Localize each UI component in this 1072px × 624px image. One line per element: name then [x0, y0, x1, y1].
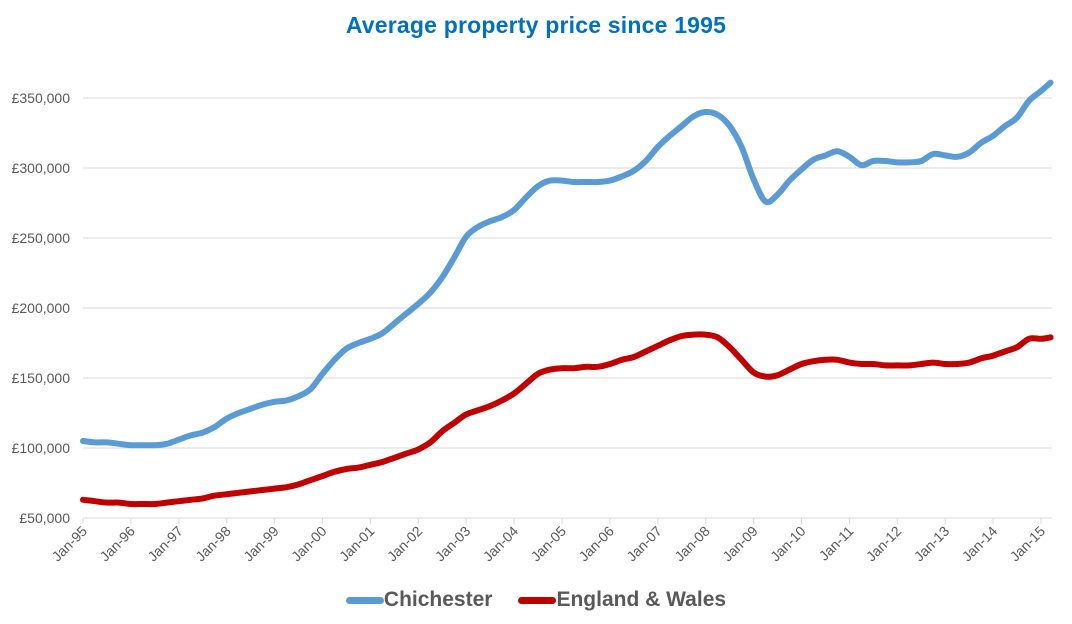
y-tick-label: £50,000	[19, 510, 70, 526]
x-tick-label: Jan-14	[959, 523, 1001, 565]
x-axis: Jan-95 Jan-96 Jan-97 Jan-98 Jan-99 Jan-00 Jan-…	[49, 518, 1049, 565]
series-line-england-wales	[80, 331, 1054, 508]
y-tick-label: £350,000	[12, 90, 71, 106]
x-tick-label: Jan-99	[240, 523, 282, 565]
legend-label-chichester: Chichester	[383, 588, 493, 611]
x-tick-label: Jan-05	[528, 523, 570, 565]
x-tick-label: Jan-03	[432, 523, 474, 565]
legend-swatch-england-wales	[518, 596, 557, 604]
legend: Chichester England & Wales	[0, 588, 1072, 612]
x-tick-label: Jan-95	[49, 523, 91, 565]
x-tick-label: Jan-98	[192, 523, 234, 565]
series-lines	[80, 79, 1054, 508]
y-tick-label: £300,000	[12, 160, 71, 176]
x-tick-label: Jan-07	[623, 523, 665, 565]
legend-item-england-wales[interactable]: England & Wales	[518, 588, 726, 612]
x-tick-label: Jan-01	[336, 523, 378, 565]
y-axis-ticks: £50,000 £100,000 £150,000 £200,000 £250,000 £…	[12, 90, 71, 526]
x-tick-label: Jan-08	[671, 523, 713, 565]
x-tick-label: Jan-04	[480, 523, 522, 565]
x-tick-label: Jan-12	[863, 523, 905, 565]
x-tick-label: Jan-15	[1007, 523, 1049, 565]
x-tick-label: Jan-09	[719, 523, 761, 565]
y-tick-label: £100,000	[12, 440, 71, 456]
y-tick-label: £200,000	[12, 300, 71, 316]
gridlines	[83, 97, 1052, 519]
x-tick-label: Jan-06	[575, 523, 617, 565]
x-tick-label: Jan-11	[816, 523, 857, 564]
x-tick-label: Jan-97	[144, 523, 186, 565]
legend-label-england-wales: England & Wales	[556, 588, 727, 611]
chart-title: Average property price since 1995	[345, 12, 727, 38]
legend-item-chichester[interactable]: Chichester	[345, 588, 493, 612]
x-tick-label: Jan-10	[767, 523, 809, 565]
x-tick-label: Jan-96	[96, 523, 138, 565]
x-tick-label: Jan-00	[288, 523, 330, 565]
x-tick-label: Jan-13	[911, 523, 953, 565]
y-tick-label: £250,000	[12, 230, 71, 246]
series-line-chichester	[80, 79, 1054, 449]
x-tick-label: Jan-02	[384, 523, 426, 565]
legend-swatch-chichester	[345, 596, 384, 604]
y-tick-label: £150,000	[12, 370, 71, 386]
